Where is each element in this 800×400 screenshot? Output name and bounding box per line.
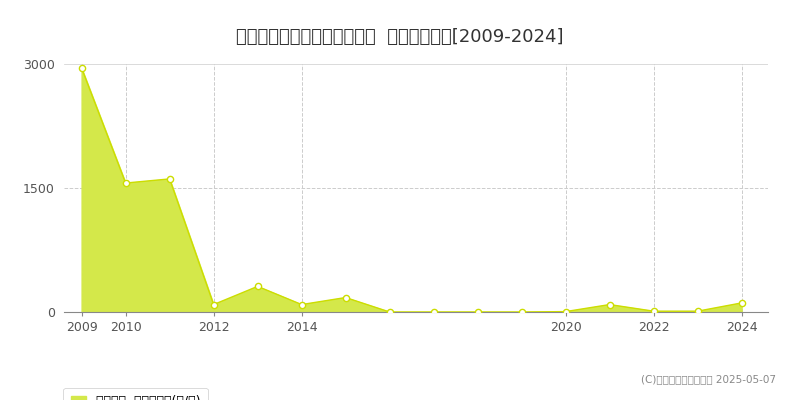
Point [383,309,396,315]
Text: 中富良野町中富良野ベベルイ  林地価格推移[2009-2024]: 中富良野町中富良野ベベルイ 林地価格推移[2009-2024] [236,28,564,46]
Point [691,308,704,314]
Point [119,180,132,186]
Point [735,300,748,306]
Point [603,301,616,308]
Point [339,294,352,301]
Point [471,309,484,315]
Point [559,308,572,315]
Point [427,309,440,315]
Point [75,65,88,71]
Point [207,301,220,308]
Legend: 林地価格  平均坪単価(円/坪): 林地価格 平均坪単価(円/坪) [63,388,208,400]
Point [647,308,660,314]
Text: (C)土地価格ドットコム 2025-05-07: (C)土地価格ドットコム 2025-05-07 [641,374,776,384]
Point [251,283,264,290]
Point [295,301,308,308]
Point [515,309,528,315]
Point [163,176,176,182]
